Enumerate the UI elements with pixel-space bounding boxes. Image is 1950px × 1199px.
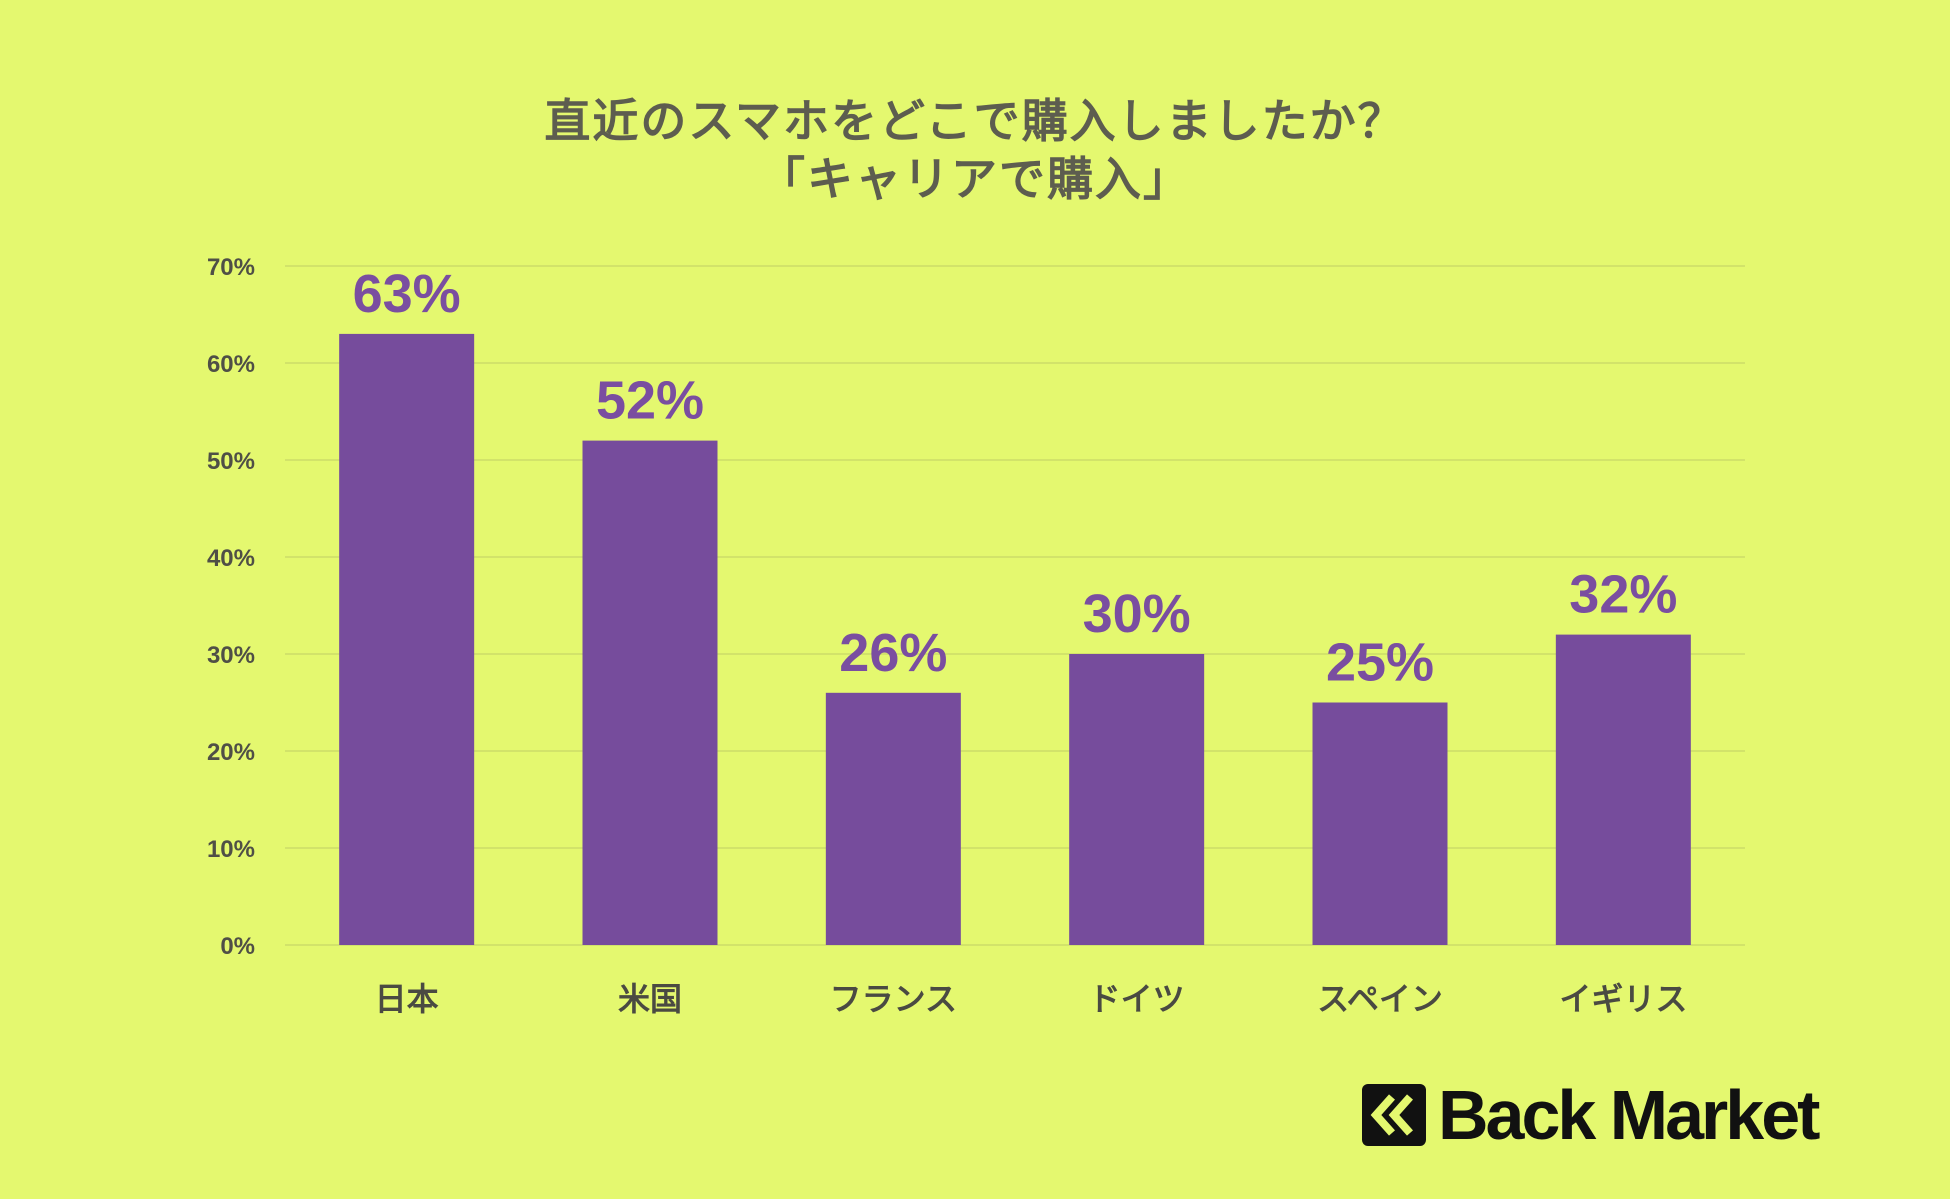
y-tick-label: 60% <box>207 351 255 378</box>
bars <box>339 333 1691 945</box>
data-label: 25% <box>1326 633 1434 693</box>
x-tick-label: ドイツ <box>1089 980 1185 1018</box>
back-market-logo: Back Market <box>1362 1076 1820 1154</box>
chart-title: 直近のスマホをどこで購入しましたか？ 「キャリアで購入」 <box>0 92 1950 208</box>
y-tick-label: 50% <box>207 448 255 475</box>
bar <box>1555 634 1691 945</box>
bar <box>339 333 475 945</box>
back-market-chevrons-icon <box>1362 1084 1426 1146</box>
x-tick-label: 日本 <box>375 980 439 1018</box>
y-tick-label: 0% <box>220 933 255 960</box>
bar <box>1069 654 1205 945</box>
x-tick-label: 米国 <box>618 980 682 1018</box>
bar <box>582 440 718 945</box>
chart-title-line1: 直近のスマホをどこで購入しましたか？ <box>544 94 1406 148</box>
y-axis: 0% 10% 20% 30% 40% 50% 60% 70% <box>207 254 255 960</box>
data-label: 26% <box>839 623 947 683</box>
y-tick-label: 40% <box>207 545 255 572</box>
data-label: 52% <box>596 371 704 431</box>
x-tick-label: フランス <box>830 980 957 1018</box>
logo-text: Back Market <box>1438 1076 1820 1154</box>
chart-title-line2: 「キャリアで購入」 <box>759 152 1191 206</box>
y-tick-label: 10% <box>207 836 255 863</box>
y-tick-label: 20% <box>207 739 255 766</box>
data-labels: 63% 52% 26% 30% 25% 32% <box>353 264 1678 693</box>
y-tick-label: 70% <box>207 254 255 281</box>
bar <box>1312 702 1448 945</box>
data-label: 63% <box>353 264 461 324</box>
gridlines <box>285 265 1745 946</box>
y-tick-label: 30% <box>207 642 255 669</box>
bar <box>825 692 961 945</box>
x-axis: 日本 米国 フランス ドイツ スペイン イギリス <box>375 980 1688 1018</box>
x-tick-label: イギリス <box>1559 980 1687 1018</box>
data-label: 32% <box>1569 565 1677 625</box>
x-tick-label: スペイン <box>1317 980 1443 1018</box>
data-label: 30% <box>1083 584 1191 644</box>
